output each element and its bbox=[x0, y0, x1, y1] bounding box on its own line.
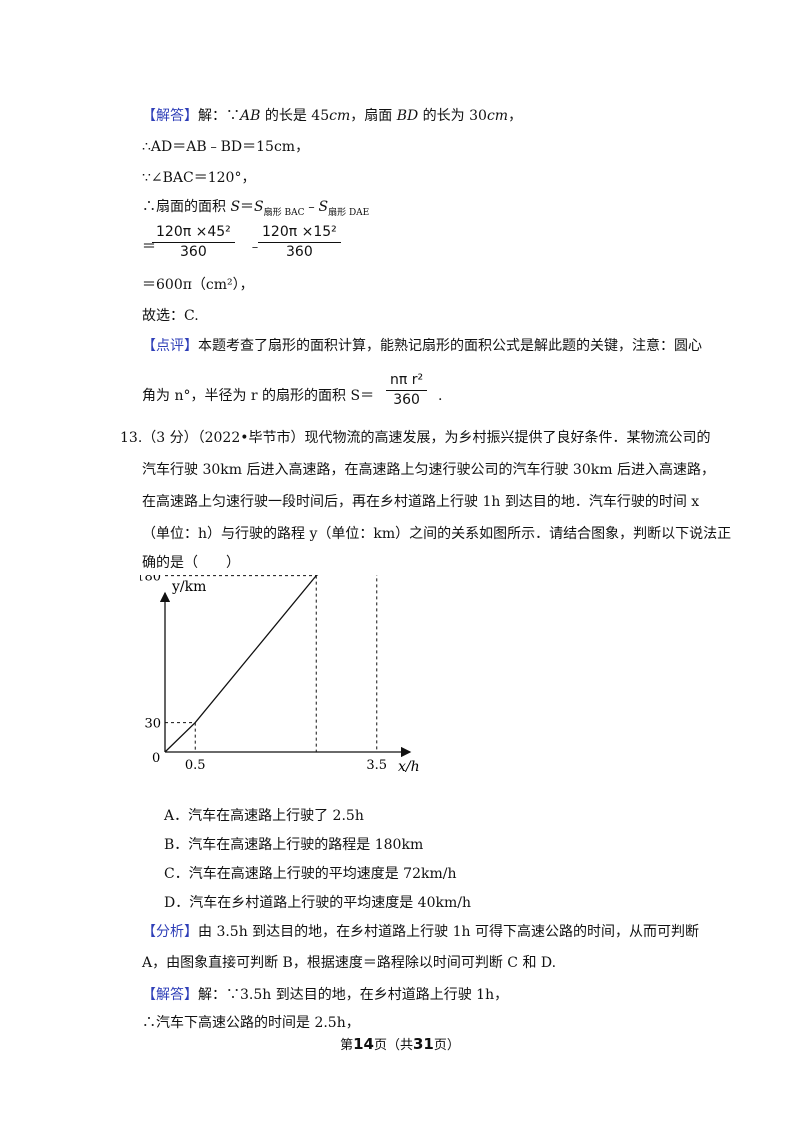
x-tick-label: 0.5 bbox=[185, 758, 206, 773]
text: 解：∵3.5h 到达目的地，在乡村道路上行驶 1h， bbox=[198, 987, 509, 1003]
text: ， bbox=[508, 108, 523, 124]
fraction-1: 120π ×45² 360 bbox=[152, 224, 235, 260]
fraction-2: 120π ×15² 360 bbox=[258, 224, 341, 260]
question-line5: 确的是（ ） bbox=[142, 555, 240, 571]
distance-time-graph: y/km x/h 0 301802200.53.5 bbox=[140, 575, 420, 775]
question-line4: （单位：h）与行驶的路程 y（单位：km）之间的关系如图所示．请结合图象，判断以… bbox=[142, 526, 732, 542]
total-pages: 31 bbox=[413, 1035, 434, 1053]
text: 解：∵ bbox=[198, 108, 240, 124]
text: 第 bbox=[340, 1038, 354, 1053]
page-number: 14 bbox=[353, 1035, 374, 1053]
option-c[interactable]: C．汽车在高速路上行驶的平均速度是 72km/h bbox=[164, 866, 457, 882]
text: 页） bbox=[433, 1038, 460, 1053]
fraction-numerator: 120π ×15² bbox=[258, 224, 341, 243]
answer1-line7: 故选：C. bbox=[142, 308, 199, 324]
text: BD bbox=[396, 108, 419, 124]
fraction-denominator: 360 bbox=[393, 392, 420, 408]
fraction-denominator: 360 bbox=[286, 244, 313, 260]
comment-line1: 【点评】本题考查了扇形的面积计算，能熟记扇形的面积公式是解此题的关键，注意：圆心 bbox=[142, 336, 702, 356]
text: S bbox=[318, 199, 329, 215]
option-a[interactable]: A．汽车在高速路上行驶了 2.5h bbox=[164, 808, 364, 824]
comment-line2: 角为 n°，半径为 r 的扇形的面积 S＝ bbox=[142, 388, 375, 404]
answer1-line2: ∴AD＝AB﹣BD＝15cm， bbox=[142, 139, 310, 155]
comment-tag: 【点评】 bbox=[142, 338, 198, 354]
x-tick-label: 3.5 bbox=[366, 758, 387, 773]
text: 由 3.5h 到达目的地，在乡村道路上行驶 1h 可得下高速公路的时间，从而可判… bbox=[198, 924, 700, 940]
text: ﹣ bbox=[304, 199, 319, 215]
y-tick-label: 180 bbox=[140, 575, 161, 585]
text: cm bbox=[329, 108, 351, 124]
option-b[interactable]: B．汽车在高速路上行驶的路程是 180km bbox=[164, 837, 424, 853]
subscript: 扇形 BAC bbox=[263, 207, 305, 218]
fraction-numerator: nπ r² bbox=[386, 372, 428, 391]
question-line1: 13.（3 分）（2022•毕节市）现代物流的高速发展，为乡村振兴提供了良好条件… bbox=[120, 430, 711, 446]
subscript: 扇形 DAE bbox=[328, 207, 370, 218]
text: 的长是 45 bbox=[260, 108, 330, 124]
analysis-tag: 【分析】 bbox=[142, 924, 198, 940]
origin-label: 0 bbox=[152, 751, 160, 766]
text: ，扇面 bbox=[350, 108, 397, 124]
text: 本题考查了扇形的面积计算，能熟记扇形的面积公式是解此题的关键，注意：圆心 bbox=[198, 338, 702, 354]
text: AB bbox=[240, 108, 261, 124]
answer1-line6: ＝600π（cm²）， bbox=[142, 277, 254, 293]
y-tick-label: 30 bbox=[144, 717, 161, 732]
text: S bbox=[254, 199, 264, 215]
analysis-line1: 【分析】由 3.5h 到达目的地，在乡村道路上行驶 1h 可得下高速公路的时间，… bbox=[142, 922, 699, 942]
answer1-line1: 【解答】解：∵AB 的长是 45cm，扇面 BD 的长为 30cm， bbox=[142, 106, 522, 126]
answer-tag: 【解答】 bbox=[142, 987, 198, 1003]
text: ＝ bbox=[240, 199, 255, 215]
answer-tag: 【解答】 bbox=[142, 108, 198, 124]
distance-line bbox=[164, 575, 319, 753]
text: S bbox=[230, 199, 241, 215]
text: cm bbox=[486, 108, 509, 124]
comment-fraction: nπ r² 360 bbox=[386, 372, 428, 408]
question-line3: 在高速路上匀速行驶一段时间后，再在乡村道路上行驶 1h 到达目的地．汽车行驶的时… bbox=[142, 494, 700, 510]
text: 的长为 30 bbox=[418, 108, 487, 124]
analysis-line2: A，由图象直接可判断 B，根据速度＝路程除以时间可判断 C 和 D. bbox=[142, 955, 557, 971]
answer1-line3: ∵∠BAC＝120°， bbox=[142, 170, 256, 186]
equals-sign: ＝ bbox=[142, 239, 156, 255]
text: ∴扇面的面积 bbox=[142, 199, 231, 215]
answer2-line1: 【解答】解：∵3.5h 到达目的地，在乡村道路上行驶 1h， bbox=[142, 985, 508, 1005]
question-line2: 汽车行驶 30km 后进入高速路，在高速路上匀速行驶公司的汽车行驶 30km 后… bbox=[142, 462, 715, 478]
answer2-line2: ∴汽车下高速公路的时间是 2.5h， bbox=[142, 1015, 360, 1031]
fraction-numerator: 120π ×45² bbox=[152, 224, 235, 243]
option-d[interactable]: D．汽车在乡村道路上行驶的平均速度是 40km/h bbox=[164, 895, 471, 911]
text: 页（共 bbox=[373, 1038, 413, 1053]
answer1-line4: ∴扇面的面积 S＝S扇形 BAC﹣S扇形 DAE bbox=[142, 197, 369, 223]
page-footer: 第14页（共31页） bbox=[0, 1034, 800, 1053]
period: . bbox=[438, 388, 443, 404]
minus-sign: ﹣ bbox=[248, 239, 262, 255]
x-axis-label: x/h bbox=[398, 759, 420, 775]
guide-lines bbox=[165, 575, 378, 752]
y-axis-label: y/km bbox=[171, 579, 206, 595]
fraction-denominator: 360 bbox=[180, 244, 207, 260]
